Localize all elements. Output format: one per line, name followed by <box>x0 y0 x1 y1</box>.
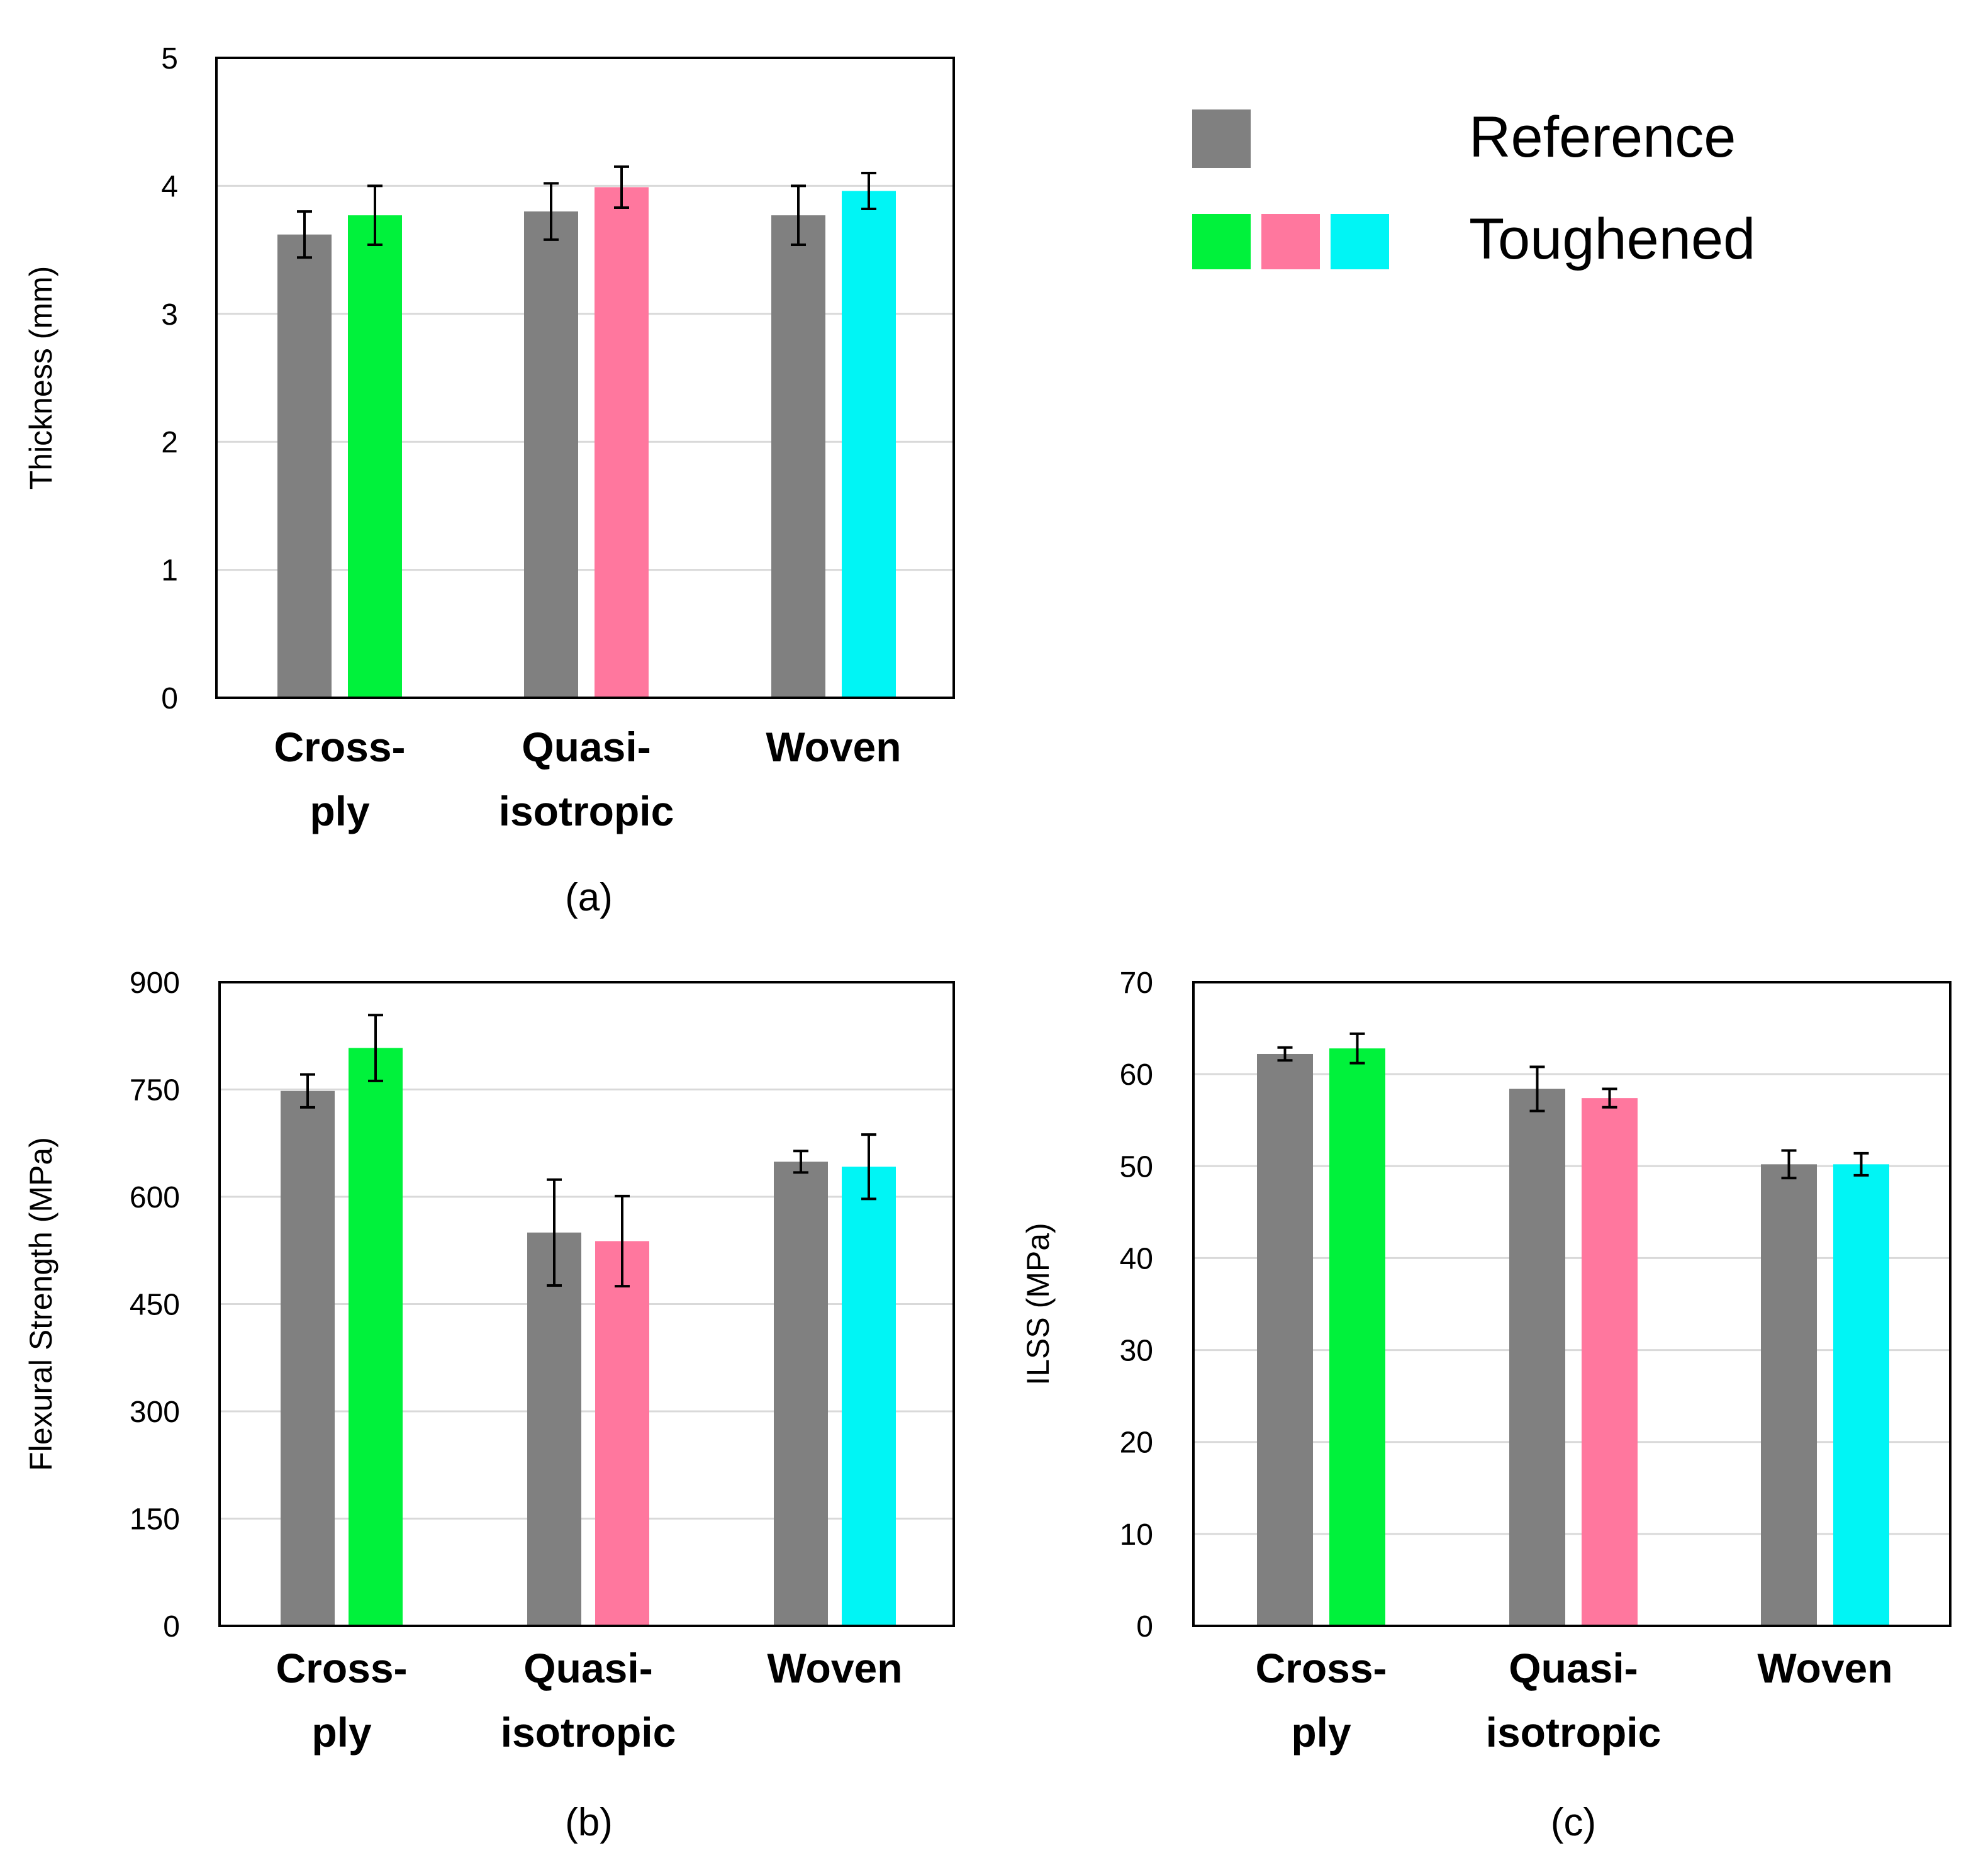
category-label: Woven <box>767 1645 902 1691</box>
legend-swatch-toughened-cyan <box>1331 214 1389 269</box>
y-tick-label: 60 <box>1120 1058 1153 1092</box>
y-tick-label: 150 <box>130 1503 180 1537</box>
chart-b-flexural-strength: 0 150 300 450 600 750 900 Cross-ply Quasi-isotro… <box>23 966 955 1844</box>
bar-reference <box>1509 1089 1565 1626</box>
bar-reference <box>1761 1164 1817 1626</box>
chart-c-ilss: 0 10 20 30 40 50 60 70 Cross-ply Quasi-isotropic W… <box>1020 966 1952 1844</box>
y-tick-label: 0 <box>1136 1610 1153 1644</box>
y-axis-label: ILSS (MPa) <box>1020 1223 1056 1385</box>
category-label: ply <box>311 1709 372 1756</box>
category-label: ply <box>1291 1709 1351 1756</box>
bar-toughened <box>1582 1098 1638 1626</box>
y-tick-label: 50 <box>1120 1150 1153 1184</box>
category-label: isotropic <box>499 788 674 834</box>
plot-frame <box>215 57 955 699</box>
bar-reference <box>771 215 825 698</box>
y-tick-label: 750 <box>130 1074 180 1107</box>
bar-reference <box>527 1232 581 1626</box>
legend: Reference Toughened <box>1192 105 1755 271</box>
category-label: Woven <box>766 724 901 770</box>
legend-swatch-toughened-pink <box>1261 214 1320 269</box>
y-tick-label: 450 <box>130 1289 180 1322</box>
y-tick-label: 900 <box>130 966 180 1000</box>
chart-caption: (c) <box>1551 1801 1596 1844</box>
chart-caption: (a) <box>565 876 613 919</box>
bar-toughened <box>349 1048 403 1626</box>
y-tick-label: 2 <box>161 426 178 459</box>
y-tick-label: 3 <box>161 298 178 332</box>
category-label: isotropic <box>501 1709 676 1756</box>
bar-reference <box>1257 1053 1313 1626</box>
category-label: ply <box>310 788 370 834</box>
category-label: Cross- <box>1255 1645 1387 1691</box>
bar-toughened <box>595 187 649 698</box>
bar-toughened <box>842 191 896 698</box>
bar-reference <box>774 1162 828 1626</box>
y-tick-label: 0 <box>163 1610 180 1644</box>
legend-label-reference: Reference <box>1469 105 1736 169</box>
bar-reference <box>277 234 332 698</box>
chart-a-thickness: 0 1 2 3 4 5 Cross-ply Quasi-isotropic Woven Thick… <box>23 42 955 919</box>
category-label: isotropic <box>1486 1709 1661 1756</box>
bar-toughened <box>842 1167 896 1626</box>
bar-toughened <box>348 215 402 698</box>
y-tick-label: 20 <box>1120 1426 1153 1460</box>
category-label: Quasi- <box>523 1645 652 1691</box>
plot-frame <box>1192 981 1952 1627</box>
legend-swatch-reference <box>1192 109 1251 168</box>
y-tick-label: 30 <box>1120 1335 1153 1368</box>
bar-toughened <box>595 1241 649 1626</box>
chart-caption: (b) <box>565 1801 613 1844</box>
y-tick-label: 300 <box>130 1396 180 1429</box>
plot-frame <box>218 981 955 1627</box>
y-tick-label: 40 <box>1120 1242 1153 1275</box>
legend-swatch-toughened-green <box>1192 214 1251 269</box>
legend-label-toughened: Toughened <box>1469 207 1755 271</box>
y-axis-label: Thickness (mm) <box>23 266 59 490</box>
bar-reference <box>524 211 578 698</box>
category-label: Cross- <box>276 1645 407 1691</box>
y-tick-label: 600 <box>130 1181 180 1214</box>
y-tick-label: 4 <box>161 170 178 203</box>
bar-toughened <box>1329 1048 1385 1626</box>
y-tick-label: 10 <box>1120 1518 1153 1552</box>
y-axis-label: Flexural Strength (MPa) <box>23 1137 59 1471</box>
y-tick-label: 1 <box>161 554 178 588</box>
y-tick-label: 5 <box>161 42 178 76</box>
category-label: Quasi- <box>522 724 651 770</box>
bar-reference <box>281 1090 335 1626</box>
bar-toughened <box>1833 1164 1889 1626</box>
category-label: Woven <box>1757 1645 1892 1691</box>
category-label: Quasi- <box>1509 1645 1638 1691</box>
y-tick-label: 0 <box>161 682 178 715</box>
y-tick-label: 70 <box>1120 966 1153 1000</box>
category-label: Cross- <box>274 724 405 770</box>
